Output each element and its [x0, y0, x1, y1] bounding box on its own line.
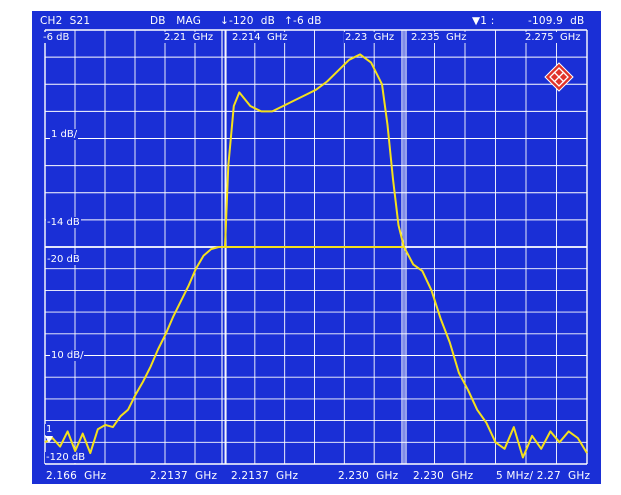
footer-freq-label: 2.166 GHz: [46, 470, 107, 482]
upper-freq-label: 2.275 GHz: [524, 32, 582, 43]
ref-top-label: ↑-6 dB: [284, 15, 322, 27]
footer-freq-label: 5 MHz/ 2.27 GHz: [496, 470, 591, 482]
upper-freq-label: 2.214 GHz: [231, 32, 289, 43]
trace-layer: [44, 53, 588, 459]
trace-passband-zoom: [224, 53, 405, 248]
upper-top-label: -6 dB: [42, 32, 71, 43]
marker-1-triangle-icon: [45, 436, 53, 443]
footer-freq-label: 2.2137 GHz: [150, 470, 218, 482]
footer-freq-label: 2.230 GHz: [338, 470, 399, 482]
ref-bottom-label: ↓-120 dB: [220, 15, 275, 27]
format-label: DB MAG: [150, 15, 202, 27]
upper-bottom-label: -14 dB: [46, 217, 81, 228]
upper-freq-label: 2.235 GHz: [410, 32, 468, 43]
lower-bottom-label: -120 dB: [45, 452, 87, 463]
graticule: [44, 29, 588, 465]
lower-scale-label: 10 dB/: [50, 350, 85, 361]
marker-symbol-label: ▼1 :: [472, 15, 495, 27]
footer-freq-label: 2.2137 GHz: [231, 470, 299, 482]
rohde-schwarz-logo-icon: [544, 62, 574, 92]
channel-label: CH2 S21: [40, 15, 91, 27]
trace-wide-span: [44, 246, 588, 459]
footer-freq-label: 2.230 GHz: [413, 470, 474, 482]
upper-freq-label: 2.23 GHz: [344, 32, 396, 43]
lower-top-label: -20 dB: [46, 254, 81, 265]
upper-freq-label: 2.21 GHz: [163, 32, 215, 43]
upper-scale-label: 1 dB/: [50, 129, 79, 140]
marker-1-tag: 1: [45, 424, 54, 435]
trace-plot: [44, 29, 588, 465]
marker-value-readout: -109.9 dB: [528, 15, 585, 27]
network-analyzer-display: CH2 S21 DB MAG ↓-120 dB ↑-6 dB ▼1 : -109…: [32, 11, 601, 484]
